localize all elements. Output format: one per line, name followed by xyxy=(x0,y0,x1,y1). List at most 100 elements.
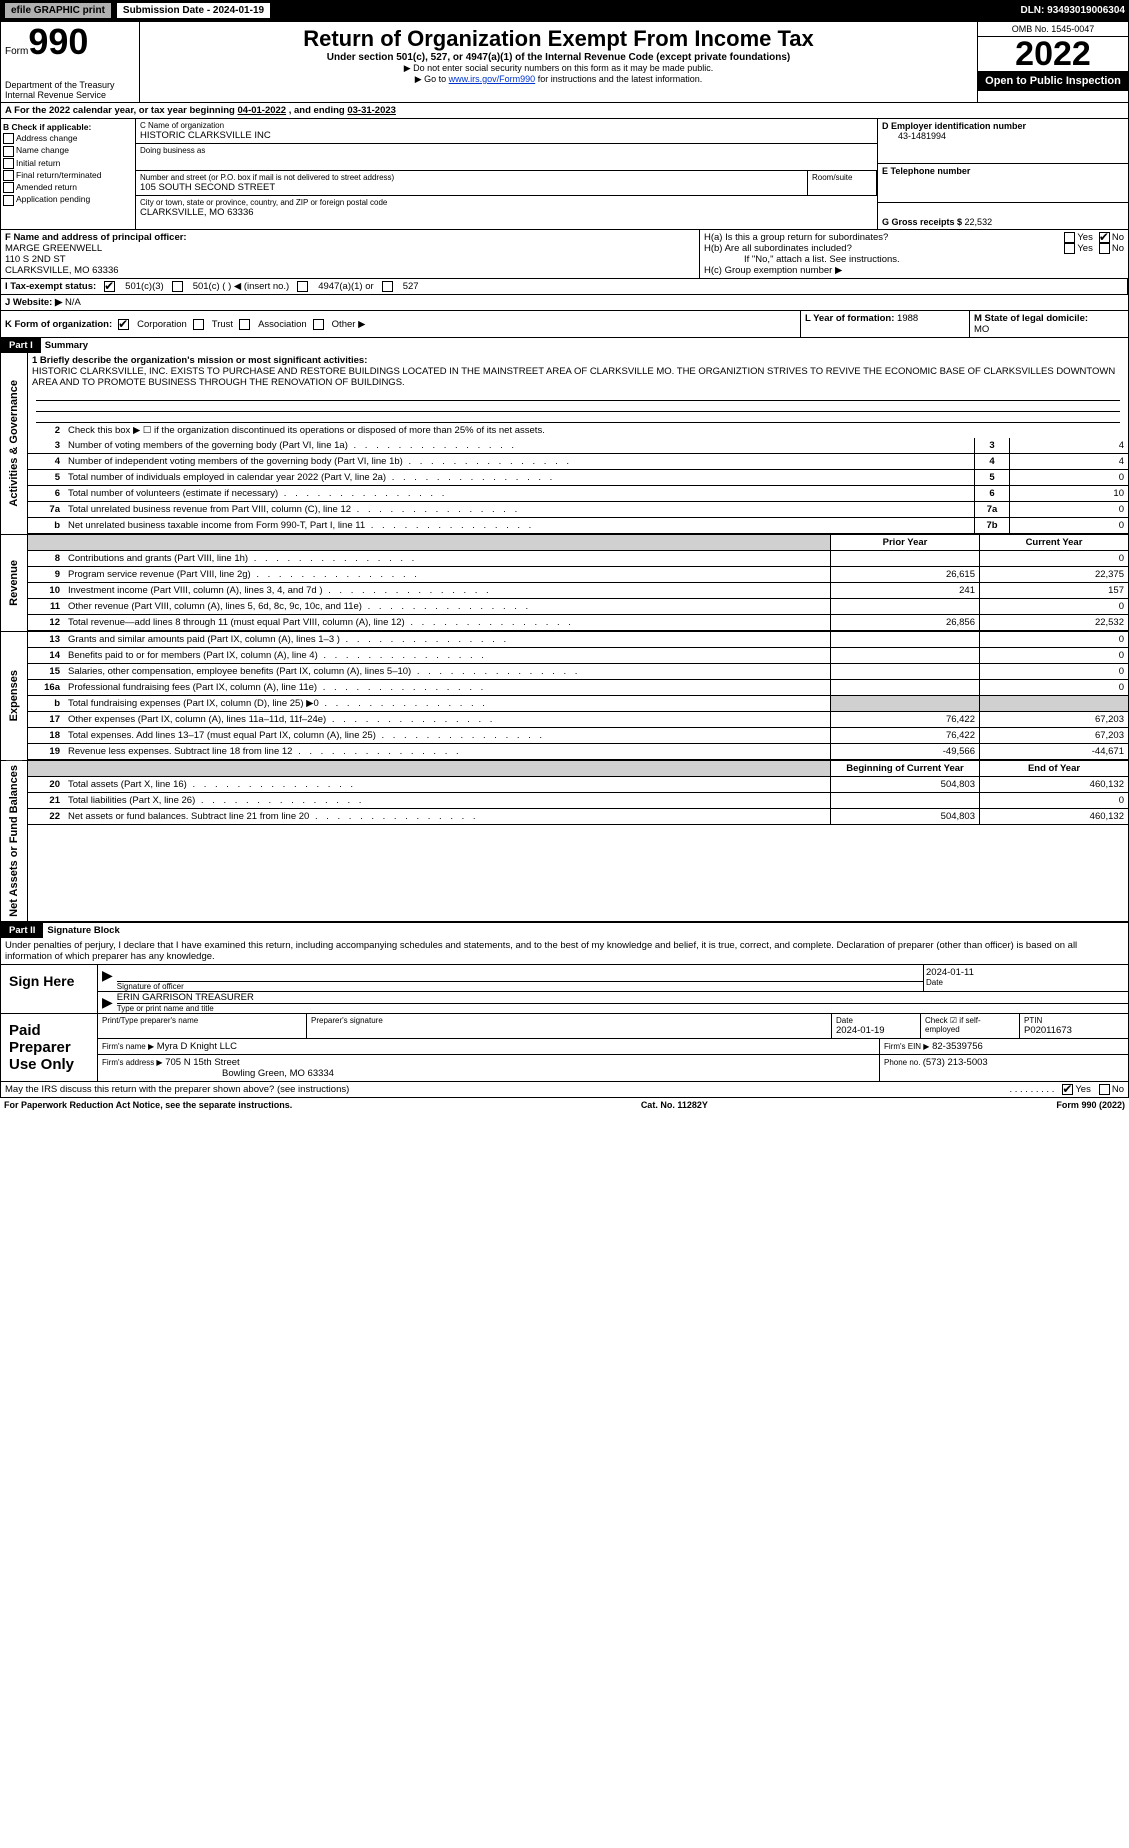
cur-val: 460,132 xyxy=(979,809,1128,824)
cb-4947[interactable] xyxy=(297,281,308,292)
line-a-mid: , and ending xyxy=(286,105,347,116)
discuss-yes-cb[interactable] xyxy=(1062,1084,1073,1095)
cur-val: 0 xyxy=(979,648,1128,663)
website: N/A xyxy=(65,297,81,308)
tax-year-begin: 04-01-2022 xyxy=(238,105,287,116)
hb-no-cb[interactable] xyxy=(1099,243,1110,254)
website-row: J Website: ▶ N/A xyxy=(0,295,1129,311)
b-opt-3: Final return/terminated xyxy=(16,170,102,180)
sidebar-netassets: Net Assets or Fund Balances xyxy=(6,761,22,921)
row-label: Professional fundraising fees (Part IX, … xyxy=(64,680,830,695)
cb-amended[interactable] xyxy=(3,182,14,193)
part1-header-row: Part I Summary xyxy=(0,338,1129,353)
b-label: B Check if applicable: xyxy=(3,122,133,132)
dept-treasury: Department of the Treasury xyxy=(5,80,135,90)
data-row: b Total fundraising expenses (Part IX, c… xyxy=(28,696,1128,712)
tax-status-row: I Tax-exempt status: 501(c)(3) 501(c) ( … xyxy=(0,279,1129,295)
row-num: 14 xyxy=(28,648,64,663)
hb-yes-cb[interactable] xyxy=(1064,243,1075,254)
printed-name-label: Type or print name and title xyxy=(117,1004,1128,1013)
hb-note: If "No," attach a list. See instructions… xyxy=(704,254,1124,265)
prior-val: -49,566 xyxy=(830,744,979,759)
cb-trust[interactable] xyxy=(193,319,204,330)
opt-501c3: 501(c)(3) xyxy=(125,281,164,292)
row-num: 19 xyxy=(28,744,64,759)
prep-date-label: Date xyxy=(836,1016,916,1025)
form-title: Return of Organization Exempt From Incom… xyxy=(144,26,973,52)
gov-row: 5 Total number of individuals employed i… xyxy=(28,470,1128,486)
form-header: Form990 Department of the Treasury Inter… xyxy=(0,21,1129,103)
row-num: b xyxy=(28,696,64,711)
addr-label: Number and street (or P.O. box if mail i… xyxy=(140,173,803,182)
current-year-head: Current Year xyxy=(979,535,1128,550)
cur-val: 0 xyxy=(979,793,1128,808)
row-num: 22 xyxy=(28,809,64,824)
year-formation: 1988 xyxy=(897,313,918,324)
cb-501c[interactable] xyxy=(172,281,183,292)
state-domicile: MO xyxy=(974,324,1124,335)
data-row: 11 Other revenue (Part VIII, column (A),… xyxy=(28,599,1128,615)
top-bar: efile GRAPHIC print Submission Date - 20… xyxy=(0,0,1129,21)
part1-title: Summary xyxy=(41,338,92,353)
cb-other[interactable] xyxy=(313,319,324,330)
row-num: 11 xyxy=(28,599,64,614)
k-opt-2: Association xyxy=(258,319,307,330)
g-label: G Gross receipts $ xyxy=(882,217,965,227)
cb-name-change[interactable] xyxy=(3,146,14,157)
data-row: 15 Salaries, other compensation, employe… xyxy=(28,664,1128,680)
data-row: 17 Other expenses (Part IX, column (A), … xyxy=(28,712,1128,728)
cur-val: 67,203 xyxy=(979,728,1128,743)
cb-initial-return[interactable] xyxy=(3,158,14,169)
sig-date: 2024-01-11 xyxy=(926,967,1126,978)
ha-yes-cb[interactable] xyxy=(1064,232,1075,243)
ha-no-cb[interactable] xyxy=(1099,232,1110,243)
cur-val: 22,532 xyxy=(979,615,1128,630)
f-label: F Name and address of principal officer: xyxy=(5,232,695,243)
cb-final-return[interactable] xyxy=(3,170,14,181)
row-label: Other revenue (Part VIII, column (A), li… xyxy=(64,599,830,614)
goto-post: for instructions and the latest informat… xyxy=(535,74,702,84)
b-opt-5: Application pending xyxy=(16,194,90,204)
footer: For Paperwork Reduction Act Notice, see … xyxy=(0,1098,1129,1112)
data-row: 8 Contributions and grants (Part VIII, l… xyxy=(28,551,1128,567)
blank-line-2 xyxy=(36,401,1120,412)
prior-val xyxy=(830,632,979,647)
irs-link[interactable]: www.irs.gov/Form990 xyxy=(449,74,536,84)
prior-val: 26,856 xyxy=(830,615,979,630)
line2-num: 2 xyxy=(28,423,64,438)
end-year-head: End of Year xyxy=(979,761,1128,776)
l-label: L Year of formation: xyxy=(805,313,897,324)
cur-val: 0 xyxy=(979,680,1128,695)
form-subtitle: Under section 501(c), 527, or 4947(a)(1)… xyxy=(144,52,973,63)
cb-corp[interactable] xyxy=(118,319,129,330)
efile-button[interactable]: efile GRAPHIC print xyxy=(4,2,112,19)
cur-val: 460,132 xyxy=(979,777,1128,792)
cb-501c3[interactable] xyxy=(104,281,115,292)
k-label: K Form of organization: xyxy=(5,319,112,330)
i-label: I Tax-exempt status: xyxy=(5,281,96,292)
e-label: E Telephone number xyxy=(882,166,1124,176)
hb-yes: Yes xyxy=(1077,243,1093,254)
cb-address-change[interactable] xyxy=(3,133,14,144)
d-label: D Employer identification number xyxy=(882,121,1124,131)
row-num: 16a xyxy=(28,680,64,695)
row-box: 7a xyxy=(974,502,1009,517)
cb-527[interactable] xyxy=(382,281,393,292)
cb-assoc[interactable] xyxy=(239,319,250,330)
sig-line[interactable] xyxy=(117,965,923,982)
row-num: 15 xyxy=(28,664,64,679)
firm-city: Bowling Green, MO 63334 xyxy=(102,1068,875,1079)
hb-no: No xyxy=(1112,243,1124,254)
b-opt-4: Amended return xyxy=(16,182,77,192)
footer-form-post: (2022) xyxy=(1096,1100,1125,1110)
row-val: 0 xyxy=(1009,518,1128,533)
line2-text: Check this box ▶ ☐ if the organization d… xyxy=(64,423,1128,438)
cb-app-pending[interactable] xyxy=(3,195,14,206)
submission-date[interactable]: Submission Date - 2024-01-19 xyxy=(116,2,271,19)
cur-val: 0 xyxy=(979,664,1128,679)
hb-label: H(b) Are all subordinates included? xyxy=(704,243,1064,254)
discuss-no-cb[interactable] xyxy=(1099,1084,1110,1095)
row-num: 6 xyxy=(28,486,64,501)
part2-badge: Part II xyxy=(1,923,43,938)
firm-name: Myra D Knight LLC xyxy=(157,1041,237,1052)
